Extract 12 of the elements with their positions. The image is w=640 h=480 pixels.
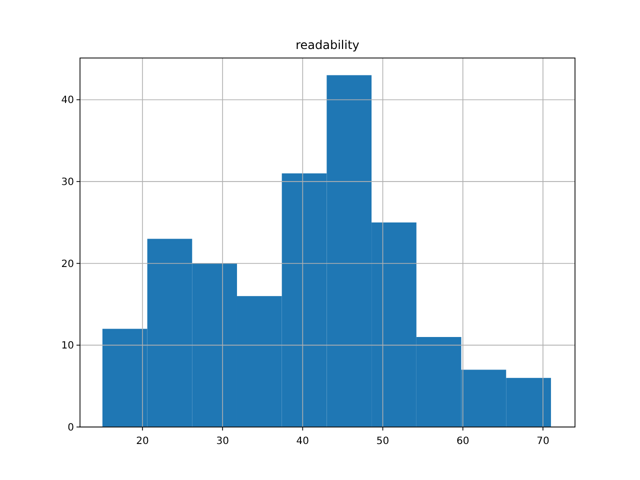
y-tick-label: 0	[68, 422, 74, 434]
x-tick-label: 20	[136, 436, 149, 447]
x-tick-label: 40	[296, 436, 310, 447]
y-tick-label: 30	[61, 177, 74, 188]
chart-title: readability	[296, 38, 360, 52]
y-tick-label: 20	[61, 258, 74, 270]
y-tick-label: 40	[61, 95, 74, 106]
x-tick-label: 50	[376, 436, 390, 447]
x-tick-label: 60	[456, 436, 470, 447]
x-tick-label: 70	[536, 436, 550, 447]
y-tick-label: 10	[61, 340, 74, 352]
x-tick-label: 30	[216, 436, 229, 447]
